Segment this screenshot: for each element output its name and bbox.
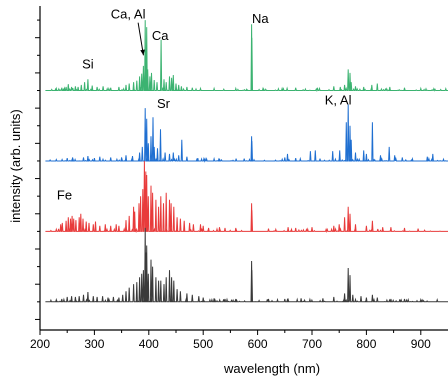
spectrum-line-4 (45, 227, 448, 303)
x-tick-label-500: 500 (193, 337, 213, 351)
y-axis-title: intensity (arb. units) (8, 109, 23, 222)
annotation-na: Na (252, 11, 269, 26)
x-tick-label-300: 300 (84, 337, 104, 351)
x-axis-title: wavelength (nm) (223, 361, 320, 376)
x-tick-label-400: 400 (139, 337, 159, 351)
annotation-fe: Fe (57, 188, 72, 203)
annotation-arrow-head (140, 49, 145, 56)
annotation-si: Si (82, 57, 94, 72)
x-tick-label-800: 800 (356, 337, 376, 351)
x-tick-label-600: 600 (248, 337, 268, 351)
x-tick-label-700: 700 (302, 337, 322, 351)
annotation-sr: Sr (157, 96, 171, 111)
annotation-layer: Ca, Al Ca Na Si Sr K, Al Fe (57, 7, 352, 203)
annotation-k-al: K, Al (325, 93, 352, 108)
series-layer (45, 20, 448, 303)
spectrum-line-3 (45, 160, 448, 234)
spectrum-line-2 (45, 104, 448, 163)
x-tick-label-200: 200 (30, 337, 50, 351)
annotation-ca-al: Ca, Al (111, 7, 146, 22)
x-tick-label-900: 900 (411, 337, 431, 351)
annotation-ca: Ca (152, 28, 169, 43)
axes-layer: 200 300 400 500 600 700 800 900 (30, 6, 448, 351)
spectrum-line-1 (45, 20, 448, 93)
